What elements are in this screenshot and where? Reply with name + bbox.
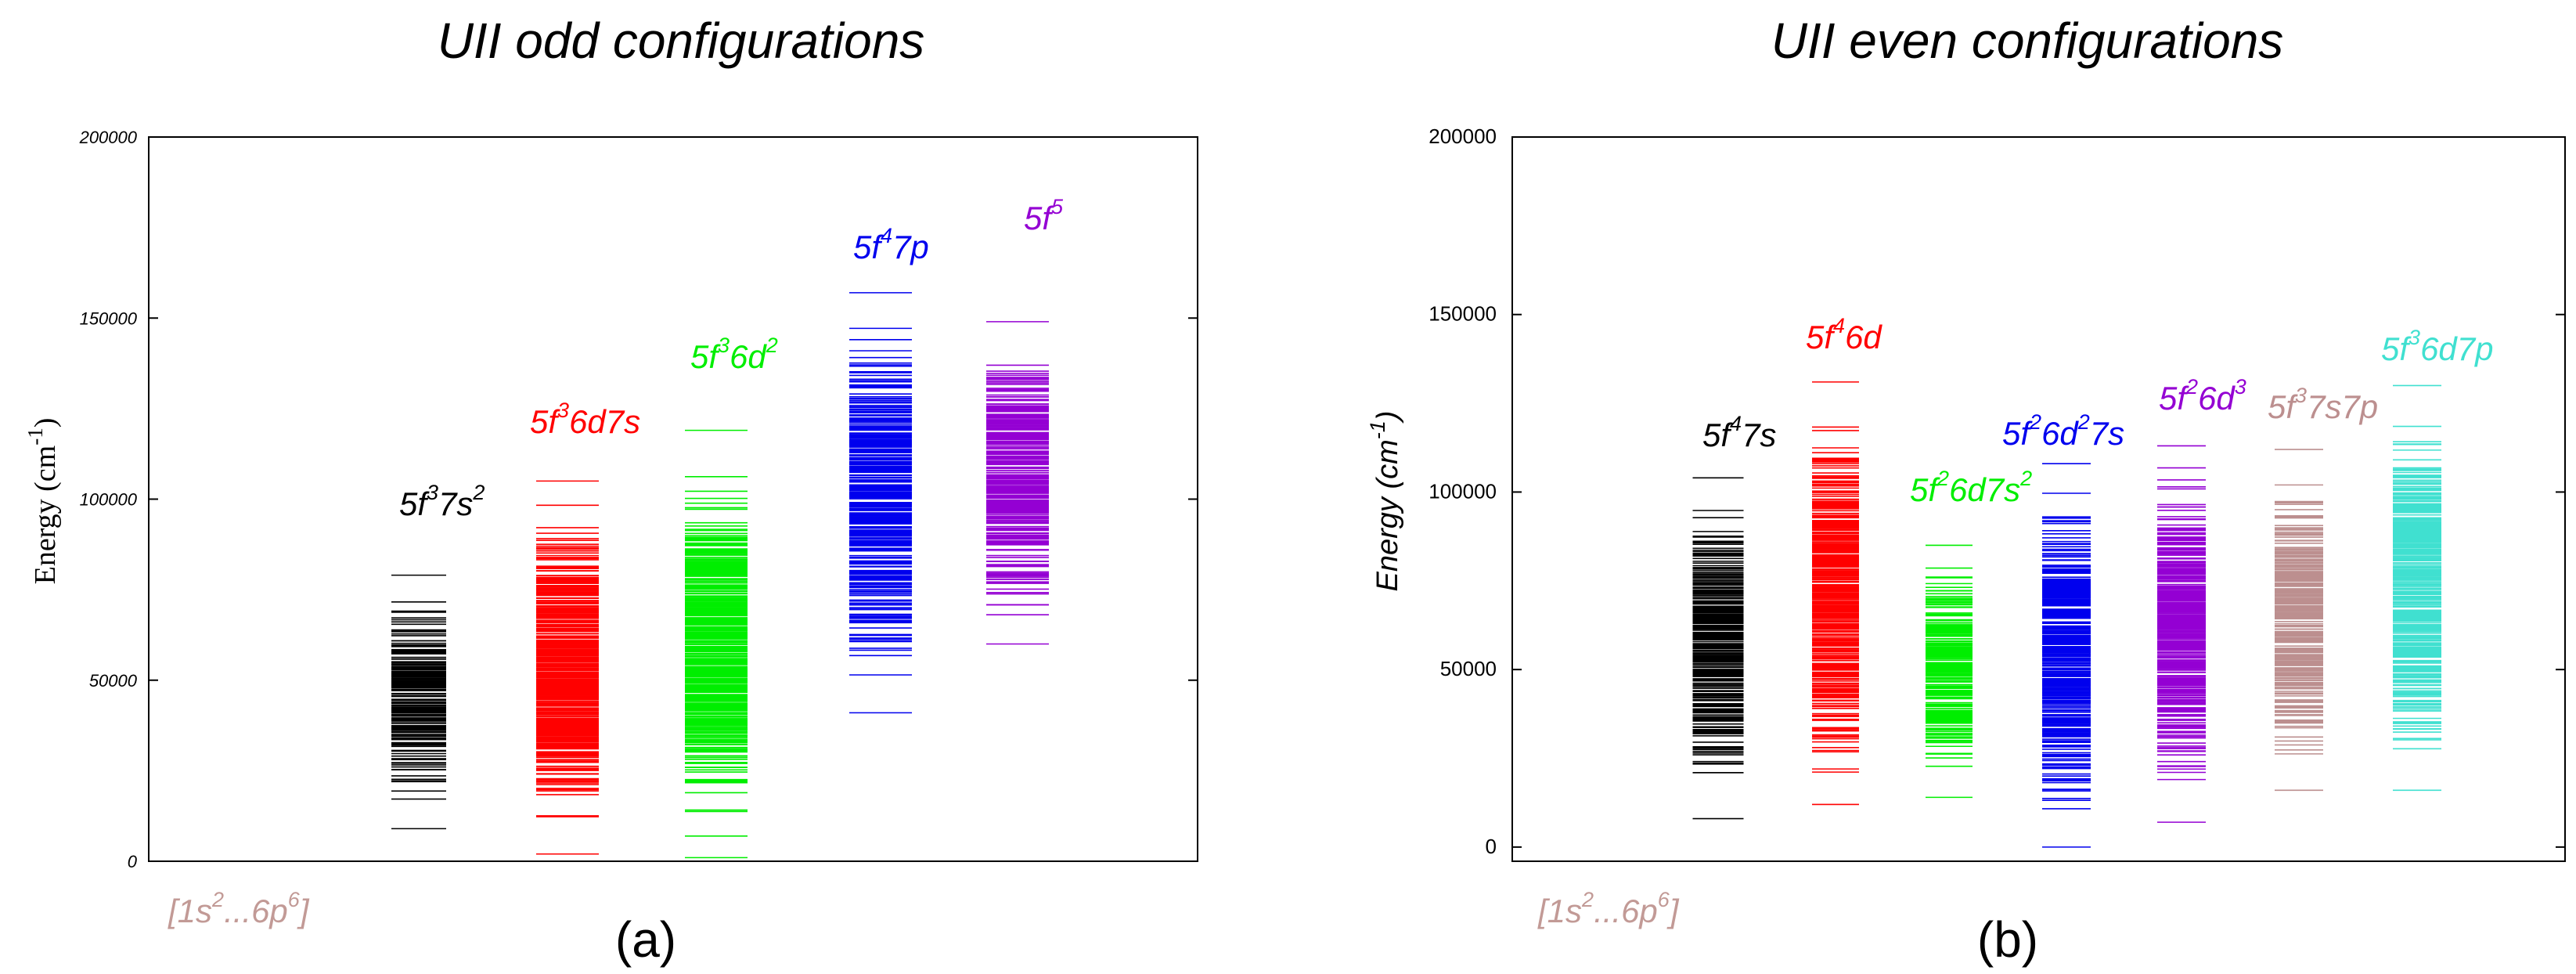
panel-b-y-axis: 0 50000 100000 150000 200000 xyxy=(1429,124,2565,858)
panel-b-frame xyxy=(1511,136,2566,862)
y-tick-label: 150000 xyxy=(1429,302,1497,326)
config-level-band xyxy=(391,574,446,830)
panel-b-config-labels: 5f47s 5f46d 5f26d7s2 5f26d27s 5f26d3 5f37s7p5… xyxy=(1702,314,2494,508)
panel-a-core-label: [1s2...6p6] xyxy=(168,888,310,929)
y-tick-label: 100000 xyxy=(80,490,138,510)
config-level-band xyxy=(2275,449,2323,792)
config-label: 5f37s2 xyxy=(399,481,485,522)
panel-a-y-label: Energy (cm-1) xyxy=(23,418,62,585)
panel-b-levels xyxy=(1692,381,2441,848)
config-label: 5f36d7s xyxy=(530,399,640,440)
panel-a-y-axis: 0 50000 100000 150000 200000 xyxy=(79,128,1198,871)
y-tick-label: 50000 xyxy=(1440,657,1497,680)
config-label: 5f47p xyxy=(853,224,929,265)
config-level-band xyxy=(1692,477,1744,820)
panel-b: UII even configurations 0 50000 100000 1500… xyxy=(1366,13,2566,968)
y-tick-label: 0 xyxy=(128,852,138,871)
y-tick-label: 200000 xyxy=(1429,124,1497,148)
config-level-band xyxy=(849,292,912,714)
config-label: 5f47s xyxy=(1702,412,1776,453)
config-label: 5f37s7p xyxy=(2268,384,2378,425)
y-tick-label: 200000 xyxy=(79,128,138,147)
config-level-band xyxy=(1926,544,1973,799)
panel-b-core-label: [1s2...6p6] xyxy=(1537,888,1680,929)
panel-a-levels xyxy=(391,292,1049,859)
panel-a-config-labels: 5f37s2 5f36d7s 5f36d2 5f47p 5f5 xyxy=(399,195,1064,522)
config-label: 5f36d2 xyxy=(690,334,778,375)
panel-a-frame xyxy=(148,136,1198,862)
y-tick-label: 100000 xyxy=(1429,479,1497,503)
panel-b-title: UII even configurations xyxy=(1771,13,2284,69)
y-tick-label: 50000 xyxy=(89,671,138,691)
config-label: 5f5 xyxy=(1024,195,1064,236)
config-level-band xyxy=(2157,445,2206,823)
config-level-band xyxy=(2393,384,2441,792)
panel-a-title: UII odd configurations xyxy=(438,13,925,69)
config-level-band xyxy=(2042,463,2091,848)
config-level-band xyxy=(536,480,599,855)
config-level-band xyxy=(1812,381,1859,806)
config-level-band xyxy=(986,321,1049,645)
config-label: 5f26d3 xyxy=(2159,375,2246,417)
panel-b-label: (b) xyxy=(1977,911,2038,968)
config-label: 5f46d xyxy=(1806,314,1882,355)
config-level-band xyxy=(685,429,748,859)
panel-a: UII odd configurations 0 50000 100000 15000… xyxy=(23,13,1198,968)
y-tick-label: 0 xyxy=(1486,835,1497,858)
panel-a-label: (a) xyxy=(615,911,676,968)
config-label: 5f26d27s xyxy=(2002,410,2124,452)
y-tick-label: 150000 xyxy=(80,308,138,328)
panel-b-y-label: Energy (cm-1) xyxy=(1366,411,1404,592)
config-label: 5f36d7p xyxy=(2381,326,2494,367)
config-label: 5f26d7s2 xyxy=(1910,467,2032,508)
